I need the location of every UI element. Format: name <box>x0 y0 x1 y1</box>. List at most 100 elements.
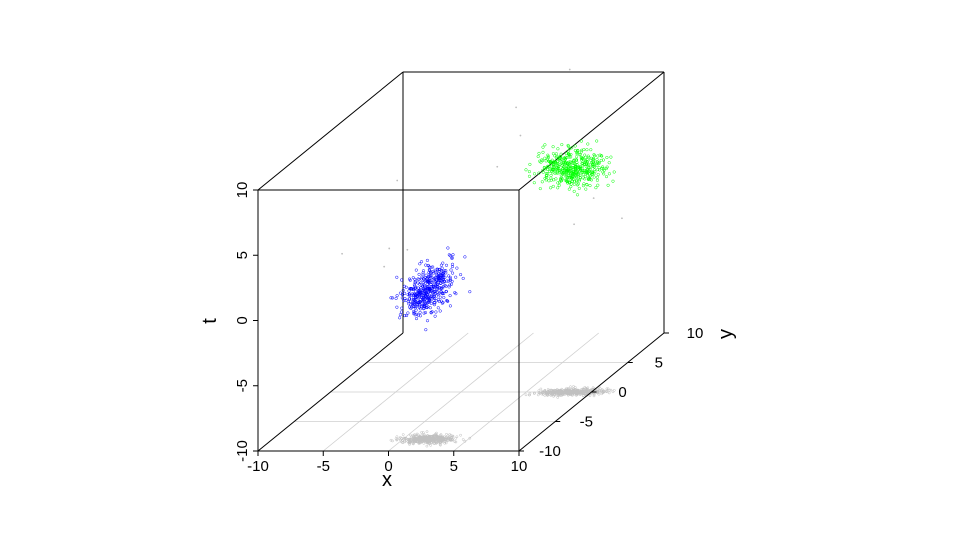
data-point <box>454 275 458 279</box>
data-point <box>435 279 439 283</box>
data-point <box>594 186 598 190</box>
projected-point <box>550 393 554 397</box>
noise-point <box>519 134 522 137</box>
noise-point <box>388 247 391 250</box>
data-point <box>442 295 446 300</box>
projected-point <box>569 391 572 395</box>
data-point <box>606 183 610 187</box>
data-point <box>596 172 600 177</box>
data-point <box>591 164 595 169</box>
data-point <box>416 277 420 281</box>
data-point <box>408 286 412 291</box>
projected-point <box>596 390 600 393</box>
z-tick-label: -10 <box>234 440 251 462</box>
data-point <box>527 170 531 174</box>
data-point <box>555 160 559 164</box>
noise-point <box>573 223 575 226</box>
projected-point <box>551 390 555 393</box>
data-point <box>418 314 422 318</box>
projected-point <box>420 431 423 434</box>
data-point <box>398 316 402 320</box>
data-point <box>423 275 427 280</box>
projected-point <box>542 389 546 393</box>
projected-point <box>446 434 450 438</box>
projected-point <box>582 387 586 391</box>
y-tick-label: 0 <box>618 384 626 401</box>
data-point <box>611 179 615 183</box>
data-point <box>558 170 562 174</box>
data-point <box>436 276 440 280</box>
data-point <box>566 160 570 164</box>
projected-point <box>572 385 575 388</box>
data-point <box>600 166 604 170</box>
data-point <box>408 278 412 282</box>
box-edge <box>518 71 665 191</box>
data-point <box>572 189 576 193</box>
projected-point <box>412 441 415 444</box>
data-point <box>577 186 581 190</box>
projected-point <box>428 442 432 445</box>
data-point <box>450 256 454 261</box>
data-point <box>556 166 560 171</box>
series-0 <box>389 246 472 332</box>
projected-point <box>410 437 413 441</box>
data-point <box>422 306 426 310</box>
projected-point <box>601 390 604 394</box>
data-point <box>552 178 556 182</box>
data-point <box>601 170 605 174</box>
data-point <box>422 288 426 292</box>
data-point <box>412 299 416 303</box>
data-point <box>588 177 592 181</box>
data-point <box>395 305 399 309</box>
projected-point <box>607 391 611 395</box>
data-point <box>424 328 428 332</box>
data-point <box>429 294 433 298</box>
data-point <box>431 291 435 295</box>
data-point <box>561 171 565 175</box>
data-point <box>446 279 451 283</box>
data-point <box>592 153 596 157</box>
data-point <box>589 156 593 160</box>
data-point <box>399 310 403 314</box>
projected-point <box>584 392 587 396</box>
projected-point <box>539 387 543 391</box>
projected-point <box>443 441 447 445</box>
data-point <box>532 172 537 176</box>
data-point <box>591 171 595 175</box>
data-point <box>528 162 532 166</box>
data-point <box>567 187 571 191</box>
data-point <box>447 253 451 257</box>
data-point <box>587 176 592 180</box>
data-point <box>421 273 425 277</box>
data-point <box>395 294 399 298</box>
noise-point <box>341 252 343 255</box>
data-point <box>553 154 557 158</box>
data-point <box>403 297 407 301</box>
data-point <box>425 296 429 300</box>
data-point <box>562 165 566 169</box>
data-point <box>407 302 411 306</box>
data-point <box>454 292 458 296</box>
data-point <box>551 168 556 172</box>
data-point <box>567 176 571 180</box>
data-point <box>574 167 578 171</box>
data-point <box>448 283 452 287</box>
noise-point <box>592 197 595 200</box>
data-point <box>422 292 426 296</box>
data-point <box>569 152 573 157</box>
data-point <box>585 148 589 152</box>
projected-point <box>569 388 573 391</box>
data-point <box>411 276 415 280</box>
data-point <box>602 172 606 176</box>
data-point <box>549 173 553 178</box>
data-point <box>579 150 583 154</box>
data-point <box>400 306 404 310</box>
projected-point <box>446 439 450 443</box>
x-tick-label: 0 <box>384 458 392 475</box>
noise-point <box>568 68 571 71</box>
data-point <box>414 317 419 321</box>
data-point <box>431 265 435 269</box>
data-point <box>586 142 590 146</box>
data-point <box>439 286 443 290</box>
data-point <box>436 275 440 279</box>
